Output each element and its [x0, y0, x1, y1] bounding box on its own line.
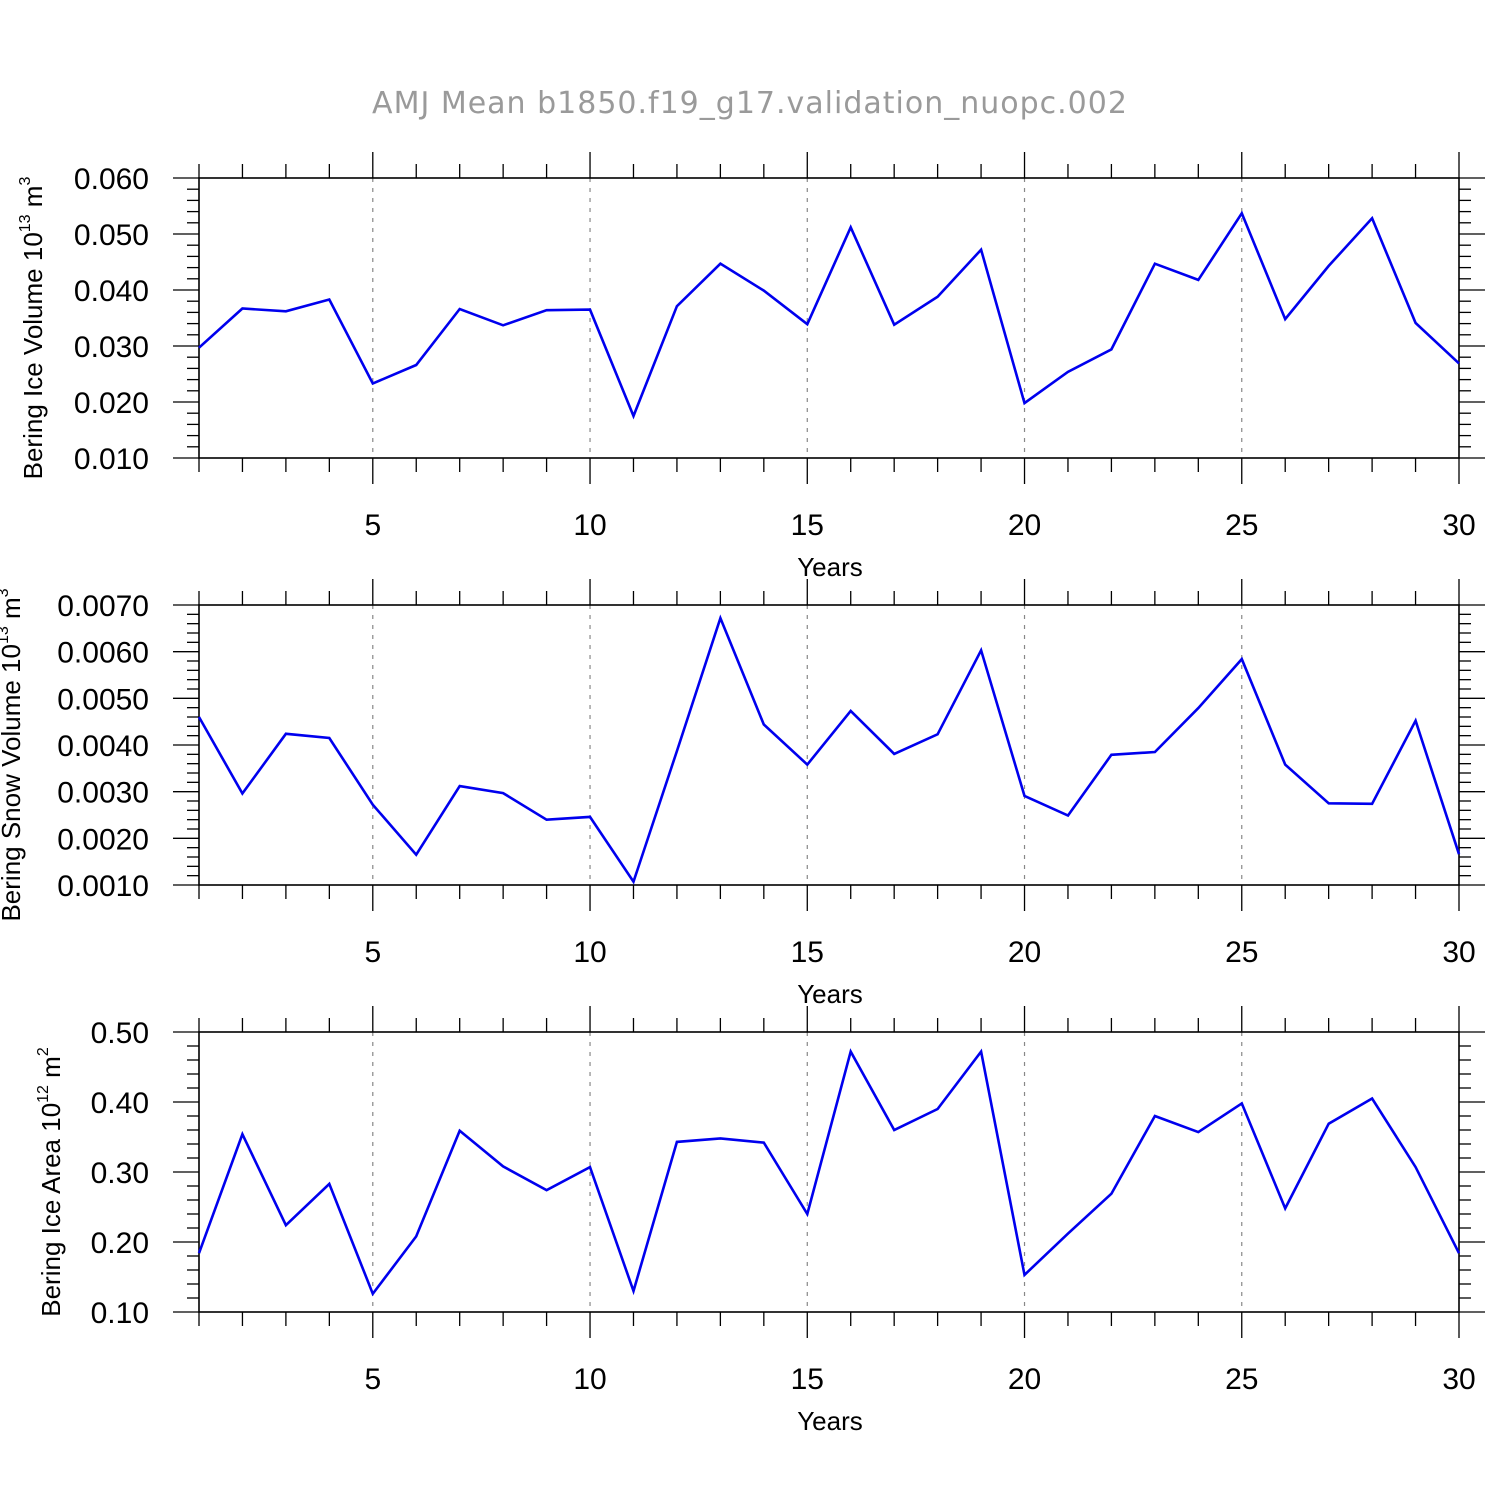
y-tick-label: 0.0070	[57, 590, 149, 623]
x-tick-label: 25	[1225, 1363, 1258, 1396]
x-tick-label: 25	[1225, 936, 1258, 969]
y-tick-label: 0.0010	[57, 870, 149, 903]
x-axis-label: Years	[797, 552, 863, 582]
y-tick-label: 0.0030	[57, 777, 149, 810]
panel-3: 0.10 0.20 0.30 0.40 0.50 5 10 15 20 25 30 Years Beri…	[35, 1006, 1485, 1436]
y-tick-label: 0.010	[74, 443, 149, 476]
x-tick-label: 10	[573, 509, 606, 542]
x-tick-label: 10	[573, 936, 606, 969]
y-tick-label: 0.0050	[57, 683, 149, 716]
x-tick-label: 5	[364, 1363, 381, 1396]
plot-frame	[198, 1031, 1460, 1313]
y-tick-label: 0.0020	[57, 823, 149, 856]
y-tick-label: 0.0040	[57, 730, 149, 763]
series-line	[197, 614, 1461, 885]
y-tick-label: 0.020	[74, 387, 149, 420]
x-tick-label: 20	[1008, 936, 1041, 969]
x-tick-label: 15	[791, 509, 824, 542]
y-tick-label: 0.030	[74, 331, 149, 364]
y-tick-label: 0.040	[74, 275, 149, 308]
panel-1: 0.010 0.020 0.030 0.040 0.050 0.060 5 10 15 20 25 3…	[17, 152, 1485, 582]
x-tick-label: 20	[1008, 1363, 1041, 1396]
y-axis-label: Bering Snow Volume 1013 m3	[0, 588, 26, 921]
x-tick-label: 25	[1225, 509, 1258, 542]
y-axis-label: Bering Ice Volume 1013 m3	[17, 177, 48, 480]
y-tick-label: 0.050	[74, 219, 149, 252]
series-line	[198, 210, 1460, 420]
x-tick-label: 30	[1442, 1363, 1475, 1396]
y-tick-label: 0.40	[91, 1087, 149, 1120]
x-tick-label: 10	[573, 1363, 606, 1396]
x-tick-label: 15	[791, 936, 824, 969]
panels: 0.010 0.020 0.030 0.040 0.050 0.060 5 10 15 20 25 3…	[0, 152, 1485, 1436]
x-axis-label: Years	[797, 979, 863, 1009]
figure-title: AMJ Mean b1850.f19_g17.validation_nuopc.…	[372, 86, 1128, 121]
x-tick-label: 30	[1442, 936, 1475, 969]
plot-frame	[198, 177, 1460, 459]
y-tick-label: 0.10	[91, 1297, 149, 1330]
y-axis-label: Bering Ice Area 1012 m2	[35, 1047, 66, 1317]
x-axis-label: Years	[797, 1406, 863, 1436]
y-tick-label: 0.50	[91, 1017, 149, 1050]
series-line	[197, 1048, 1461, 1297]
panel-2: 0.0010 0.0020 0.0030 0.0040 0.0050 0.0060 0.00…	[0, 579, 1485, 1009]
y-tick-label: 0.0060	[57, 637, 149, 670]
y-tick-label: 0.30	[91, 1157, 149, 1190]
y-tick-label: 0.20	[91, 1227, 149, 1260]
plot-frame	[198, 604, 1460, 886]
x-tick-label: 20	[1008, 509, 1041, 542]
x-tick-label: 5	[364, 509, 381, 542]
x-tick-label: 30	[1442, 509, 1475, 542]
x-tick-label: 15	[791, 1363, 824, 1396]
x-tick-label: 5	[364, 936, 381, 969]
y-tick-label: 0.060	[74, 163, 149, 196]
